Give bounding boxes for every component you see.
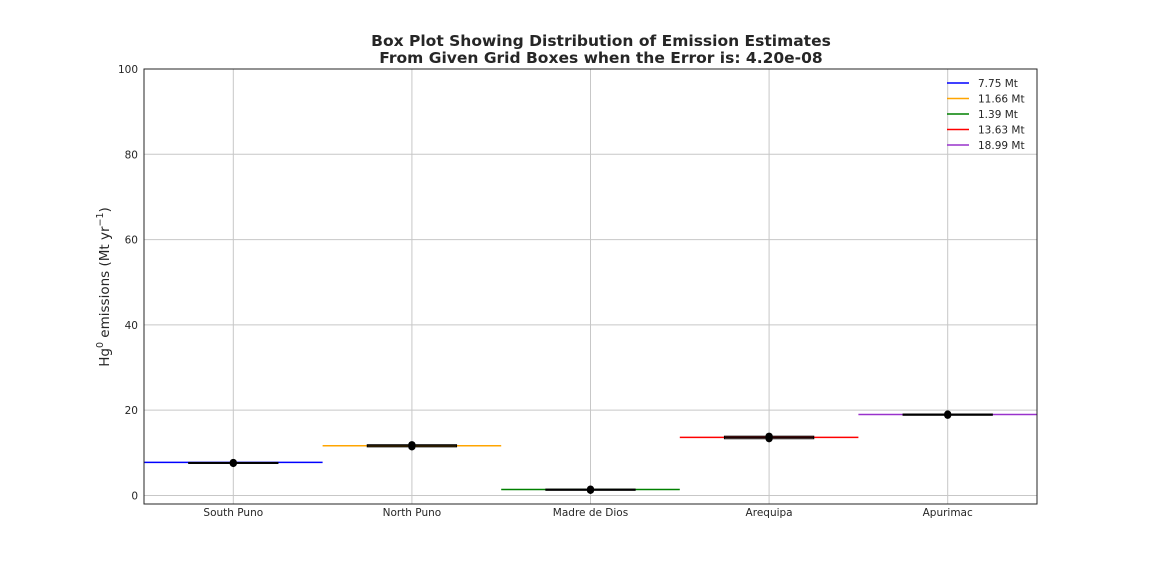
legend-label: 7.75 Mt (978, 78, 1018, 90)
y-tick-label: 100 (118, 64, 138, 76)
grid-lines (144, 68, 1037, 504)
y-tick-label: 40 (125, 320, 138, 332)
chart-title-line-1: Box Plot Showing Distribution of Emissio… (371, 32, 831, 50)
y-axis-label-prefix: Hg (97, 348, 113, 367)
y-axis-label-sup-1: 0 (95, 342, 106, 348)
y-axis-label: Hg0 emissions (Mt yr−1) (95, 207, 113, 367)
legend-label: 11.66 Mt (978, 94, 1025, 106)
x-axis-ticks: South Puno North Puno Madre de Dios Arequip… (203, 507, 973, 519)
y-axis-ticks: 0 20 40 60 80 100 (118, 64, 138, 502)
x-tick-label: Apurimac (923, 507, 973, 519)
y-tick-label: 0 (131, 490, 138, 502)
legend-label: 1.39 Mt (978, 109, 1018, 121)
legend: 7.75 Mt 11.66 Mt 1.39 Mt 13.63 Mt 18.99 Mt (947, 78, 1025, 152)
x-tick-label: South Puno (203, 507, 263, 519)
box-point (944, 410, 952, 418)
legend-label: 18.99 Mt (978, 140, 1025, 152)
legend-label: 13.63 Mt (978, 125, 1025, 137)
y-axis-label-suffix: ) (97, 207, 113, 212)
y-tick-label: 20 (125, 405, 138, 417)
box-point (408, 441, 416, 449)
x-tick-label: Arequipa (746, 507, 793, 519)
box-point (586, 485, 595, 493)
y-tick-label: 80 (125, 149, 138, 161)
box-point (765, 432, 773, 440)
y-axis-label-middle: emissions (Mt yr (97, 226, 113, 342)
x-tick-label: Madre de Dios (553, 507, 628, 519)
y-axis-label-sup-2: −1 (95, 212, 106, 226)
chart-title-line-2: From Given Grid Boxes when the Error is:… (379, 49, 822, 67)
y-tick-label: 60 (125, 235, 138, 247)
box-point (229, 458, 237, 467)
box-plots (188, 410, 993, 494)
plot-frame (143, 68, 1038, 505)
x-tick-label: North Puno (383, 507, 442, 519)
